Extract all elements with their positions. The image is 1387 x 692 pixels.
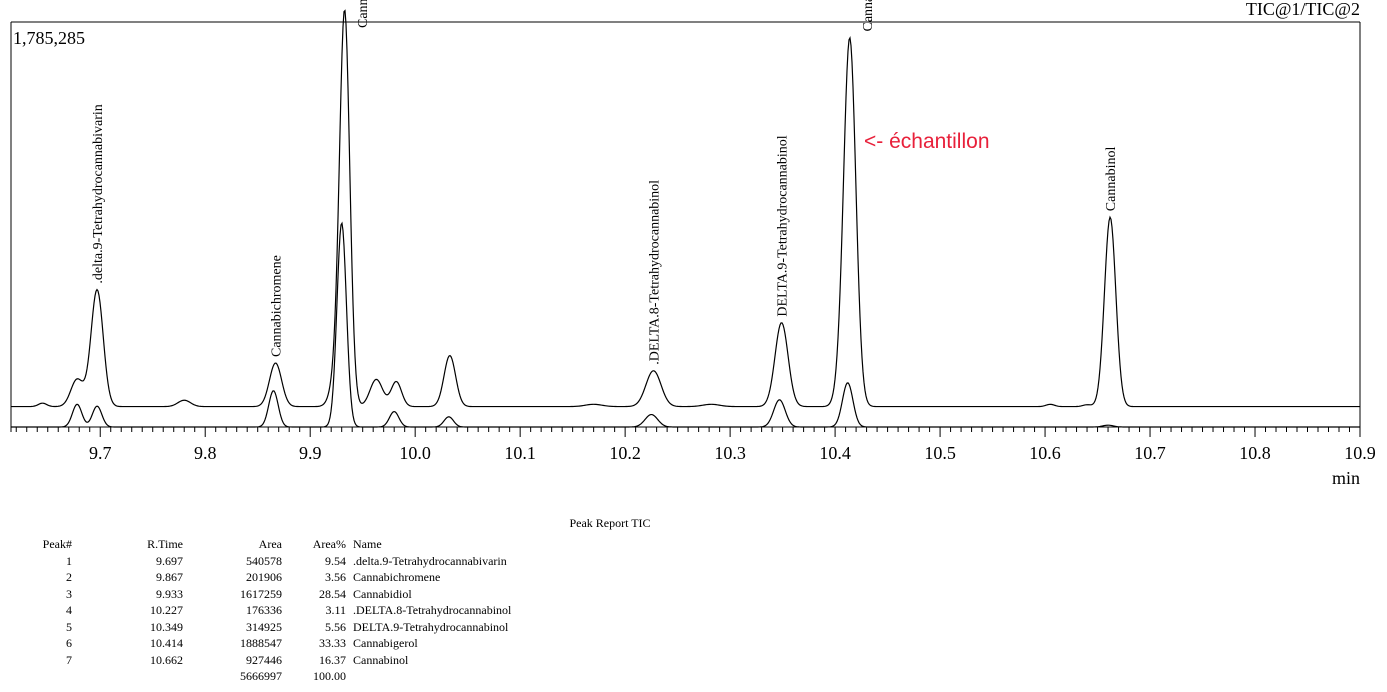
- trace-line: [11, 221, 1360, 428]
- x-tick-label: 10.8: [1239, 443, 1271, 463]
- chromatogram-chart: 9.7 9.8 9.9 10.0 10.1 10.2 10.3 10.4 10.5 10.6 10.…: [10, 0, 1376, 488]
- header-rtime: R.Time: [147, 537, 183, 551]
- peak-area: 1888547: [240, 636, 282, 650]
- retention-time: 10.349: [150, 619, 183, 634]
- peak-table-row: 4 10.227 176336 3.11 .DELTA.8-Tetrahydrocann…: [30, 602, 511, 619]
- x-tick-label: 10.2: [609, 443, 641, 463]
- peak-number: 4: [66, 603, 72, 617]
- header-peak: Peak#: [42, 537, 72, 551]
- traces: [11, 9, 1360, 428]
- compound-name: Cannabichromene: [353, 570, 441, 584]
- y-max-label: 1,785,285: [13, 28, 85, 48]
- peak-table-row: 3 9.933 1617259 28.54 Cannabidiol: [30, 586, 511, 603]
- peak-area: 540578: [246, 553, 282, 568]
- area-percent: 9.54: [325, 553, 346, 568]
- compound-name: DELTA.9-Tetrahydrocannabinol: [353, 619, 509, 634]
- x-tick-label: 9.9: [299, 443, 322, 463]
- retention-time: 10.414: [150, 636, 183, 650]
- x-axis-unit-label: min: [1332, 468, 1360, 488]
- peak-number: 1: [66, 553, 72, 568]
- peak-label: Cannabigerol: [861, 0, 876, 32]
- plot-frame: [10, 21, 1361, 432]
- compound-name: Cannabigerol: [353, 636, 418, 650]
- peak-table-row: 7 10.662 927446 16.37 Cannabinol: [30, 652, 511, 669]
- area-percent: 33.33: [319, 636, 346, 650]
- peak-labels: .delta.9-Tetrahydrocannabivarin Cannabich…: [91, 0, 1119, 365]
- area-percent: 28.54: [319, 586, 346, 601]
- x-tick-label: 10.0: [399, 443, 431, 463]
- x-tick-label: 9.7: [89, 443, 112, 463]
- peak-table-row: 6 10.414 1888547 33.33 Cannabigerol: [30, 635, 511, 652]
- peak-area: 1617259: [240, 586, 282, 601]
- peak-report-title: Peak Report TIC: [569, 516, 651, 530]
- peak-area: 314925: [246, 619, 282, 634]
- peak-label: Cannabinol: [1104, 147, 1119, 212]
- retention-time: 10.662: [150, 652, 183, 667]
- retention-time: 9.697: [156, 553, 183, 568]
- x-tick-label: 10.3: [714, 443, 746, 463]
- peak-label: Cannabichromene: [270, 255, 285, 357]
- peak-table-row: 2 9.867 201906 3.56 Cannabichromene: [30, 569, 511, 586]
- sample-annotation: <- échantillon: [864, 130, 990, 153]
- compound-name: Cannabinol: [353, 652, 409, 667]
- peak-label: Cannabidiol: [356, 0, 371, 28]
- header-area-pct: Area%: [312, 537, 346, 551]
- area-percent: 5.56: [325, 619, 346, 634]
- total-peak-cell: [30, 668, 72, 685]
- total-rtime-cell: [72, 668, 183, 685]
- peak-area: 927446: [246, 652, 282, 667]
- x-tick-labels: 9.7 9.8 9.9 10.0 10.1 10.2 10.3 10.4 10.5 10.6 10.…: [89, 443, 1376, 463]
- retention-time: 9.867: [156, 570, 183, 584]
- compound-name: .DELTA.8-Tetrahydrocannabinol: [353, 603, 512, 617]
- x-tick-label: 10.4: [819, 443, 851, 463]
- x-ticks: [15, 427, 1361, 437]
- total-area: 5666997: [240, 669, 282, 683]
- peak-table: Peak# R.Time Area Area% Name 1 9.697 54057…: [30, 536, 512, 685]
- x-tick-label: 10.9: [1344, 443, 1376, 463]
- peak-number: 7: [66, 652, 72, 667]
- top-right-label: TIC@1/TIC@2: [1246, 0, 1360, 19]
- x-tick-label: 10.1: [504, 443, 536, 463]
- peak-table-total-row: 5666997 100.00: [30, 668, 511, 685]
- area-percent: 3.11: [325, 603, 346, 617]
- retention-time: 10.227: [150, 603, 183, 617]
- total-name-cell: [346, 668, 511, 685]
- header-name: Name: [353, 537, 382, 551]
- area-percent: 3.56: [325, 570, 346, 584]
- x-tick-label: 10.7: [1134, 443, 1166, 463]
- peak-label: .DELTA.8-Tetrahydrocannabinol: [648, 180, 663, 365]
- area-percent: 16.37: [319, 652, 346, 667]
- peak-label: DELTA.9-Tetrahydrocannabinol: [776, 135, 791, 316]
- peak-number: 5: [66, 619, 72, 634]
- peak-table-header: Peak# R.Time Area Area% Name: [30, 536, 511, 553]
- x-tick-label: 10.5: [924, 443, 956, 463]
- peak-number: 6: [66, 636, 72, 650]
- peak-area: 176336: [246, 603, 282, 617]
- peak-number: 3: [66, 586, 72, 601]
- compound-name: .delta.9-Tetrahydrocannabivarin: [353, 553, 507, 568]
- header-area: Area: [258, 537, 282, 551]
- peak-area: 201906: [246, 570, 282, 584]
- retention-time: 9.933: [156, 586, 183, 601]
- peak-label: .delta.9-Tetrahydrocannabivarin: [91, 104, 106, 283]
- peak-number: 2: [66, 570, 72, 584]
- x-tick-label: 9.8: [194, 443, 217, 463]
- peak-table-row: 1 9.697 540578 9.54 .delta.9-Tetrahydrocanna…: [30, 553, 511, 570]
- trace-line: [11, 9, 1360, 408]
- compound-name: Cannabidiol: [353, 586, 412, 601]
- peak-table-row: 5 10.349 314925 5.56 DELTA.9-Tetrahydrocanna…: [30, 619, 511, 636]
- x-tick-label: 10.6: [1029, 443, 1061, 463]
- total-area-pct: 100.00: [313, 669, 346, 683]
